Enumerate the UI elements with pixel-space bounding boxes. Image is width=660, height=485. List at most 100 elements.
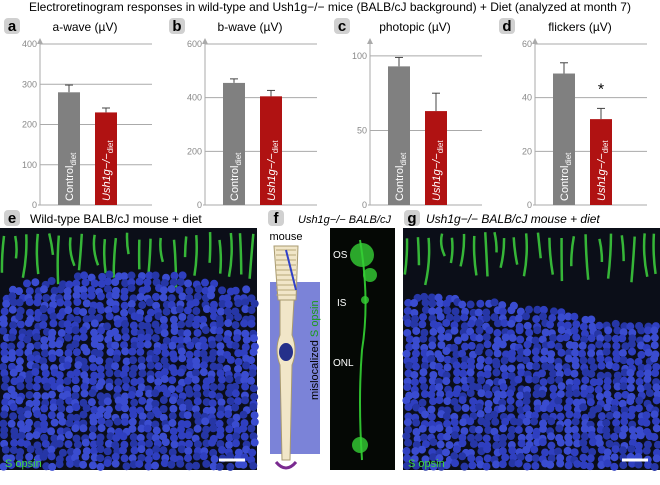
opsin-blob	[363, 268, 377, 282]
nucleus	[167, 461, 175, 469]
nucleus	[208, 341, 216, 349]
nucleus	[651, 463, 659, 471]
nucleus	[581, 445, 589, 453]
nucleus	[557, 413, 565, 421]
nucleus	[104, 447, 112, 455]
nucleus	[49, 404, 57, 412]
nucleus	[208, 354, 216, 362]
nucleus	[618, 334, 626, 342]
nucleus	[0, 431, 8, 439]
category-subscript: diet	[271, 140, 280, 154]
chart-title: a-wave (µV)	[53, 20, 118, 34]
nucleus	[458, 439, 466, 447]
nucleus	[595, 340, 603, 348]
nucleus	[129, 370, 137, 378]
nucleus	[145, 404, 153, 412]
nucleus	[564, 404, 572, 412]
panel-caption: Ush1g−/− BALB/cJ mouse + diet	[426, 212, 600, 226]
y-tick-label: 200	[187, 146, 202, 156]
side-label: mislocalizedS opsin	[309, 300, 321, 400]
nucleus	[185, 320, 193, 328]
nucleus	[428, 342, 436, 350]
nucleus	[178, 313, 186, 321]
nucleus	[461, 333, 469, 341]
nucleus	[500, 364, 508, 372]
synapse	[276, 462, 296, 468]
nucleus	[152, 355, 160, 363]
nucleus	[41, 392, 49, 400]
nucleus	[201, 431, 209, 439]
nucleus	[451, 431, 459, 439]
y-tick-label: 60	[522, 39, 532, 49]
nucleus	[27, 445, 35, 453]
opsin-streak	[185, 236, 186, 257]
nucleus	[502, 333, 510, 341]
nucleus	[532, 362, 540, 370]
nucleus	[493, 361, 501, 369]
nucleus	[232, 287, 240, 295]
nucleus	[80, 333, 88, 341]
nucleus	[420, 383, 428, 391]
nucleus	[72, 403, 80, 411]
nucleus	[547, 341, 555, 349]
nucleus	[161, 329, 169, 337]
nucleus	[40, 425, 48, 433]
nucleus	[619, 461, 627, 469]
layer-label: IS	[337, 298, 347, 309]
panel-caption: Wild-type BALB/cJ mouse + diet	[30, 212, 202, 226]
nucleus	[442, 347, 450, 355]
nucleus	[9, 306, 17, 314]
nucleus	[202, 326, 210, 334]
nucleus	[518, 439, 526, 447]
nucleus	[578, 350, 586, 358]
nucleus	[74, 441, 82, 449]
nucleus	[96, 454, 104, 462]
opsin-streak	[240, 233, 241, 274]
nucleus	[43, 383, 51, 391]
nucleus	[500, 383, 508, 391]
nucleus	[79, 461, 87, 469]
nucleus	[485, 390, 493, 398]
nucleus	[651, 369, 659, 377]
nucleus	[89, 425, 97, 433]
nucleus	[144, 334, 152, 342]
nucleus	[635, 460, 643, 468]
nucleus	[98, 424, 106, 432]
category-name: Control	[229, 166, 241, 201]
nucleus	[79, 308, 87, 316]
nucleus	[643, 447, 651, 455]
nucleus	[192, 299, 200, 307]
nucleus	[437, 313, 445, 321]
nucleus	[627, 412, 635, 420]
nucleus	[226, 463, 234, 471]
nucleus	[56, 440, 64, 448]
nucleus	[169, 405, 177, 413]
nucleus	[24, 410, 32, 418]
nucleus	[540, 355, 548, 363]
nucleus	[533, 326, 541, 334]
nucleus	[104, 285, 112, 293]
nucleus	[57, 405, 65, 413]
nucleus	[64, 440, 72, 448]
nucleus	[147, 361, 155, 369]
nucleus	[33, 298, 41, 306]
nucleus	[48, 277, 56, 285]
nucleus	[24, 424, 32, 432]
nucleus	[532, 355, 540, 363]
opsin-streak	[210, 232, 211, 263]
nucleus	[88, 398, 96, 406]
nucleus	[477, 389, 485, 397]
nucleus	[32, 431, 40, 439]
axis-arrow	[37, 38, 43, 44]
nucleus	[250, 393, 258, 401]
y-tick-label: 200	[22, 120, 37, 130]
nucleus	[122, 376, 130, 384]
nucleus	[476, 362, 484, 370]
nucleus	[1, 307, 9, 315]
nucleus	[419, 313, 427, 321]
nucleus	[152, 334, 160, 342]
nucleus	[443, 397, 451, 405]
nucleus	[587, 349, 595, 357]
nucleus	[499, 340, 507, 348]
nucleus	[95, 357, 103, 365]
